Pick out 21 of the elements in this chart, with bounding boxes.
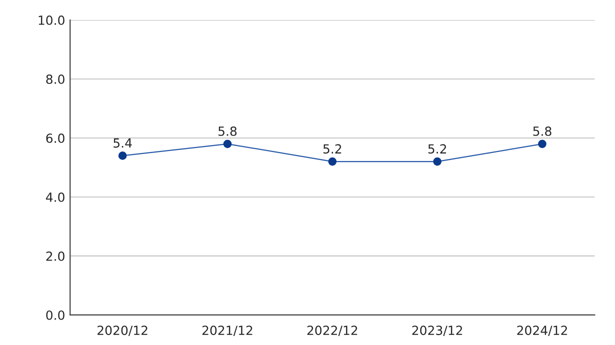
data-label: 5.4 [114,138,132,148]
x-tick-label: 2022/12 [307,326,358,336]
data-label: 5.2 [428,144,446,154]
point [328,157,337,166]
point [223,140,232,148]
y-tick-label: 0.0 [46,310,64,320]
y-tick-label: 4.0 [46,192,64,202]
y-tick-label: 6.0 [46,133,64,143]
point [538,140,546,148]
y-tick-label: 10.0 [38,15,64,25]
point [118,152,127,160]
x-tick-label: 2021/12 [202,326,252,336]
x-tick-label: 2024/12 [517,326,567,336]
data-label: 5.8 [533,126,552,136]
x-tick-label: 2020/12 [98,326,148,336]
y-tick-label: 2.0 [46,251,64,261]
data-label: 5.8 [218,126,237,136]
point [433,157,442,166]
data-label: 5.2 [323,144,342,154]
x-tick-label: 2023/12 [412,326,462,336]
y-tick-label: 8.0 [46,74,64,84]
